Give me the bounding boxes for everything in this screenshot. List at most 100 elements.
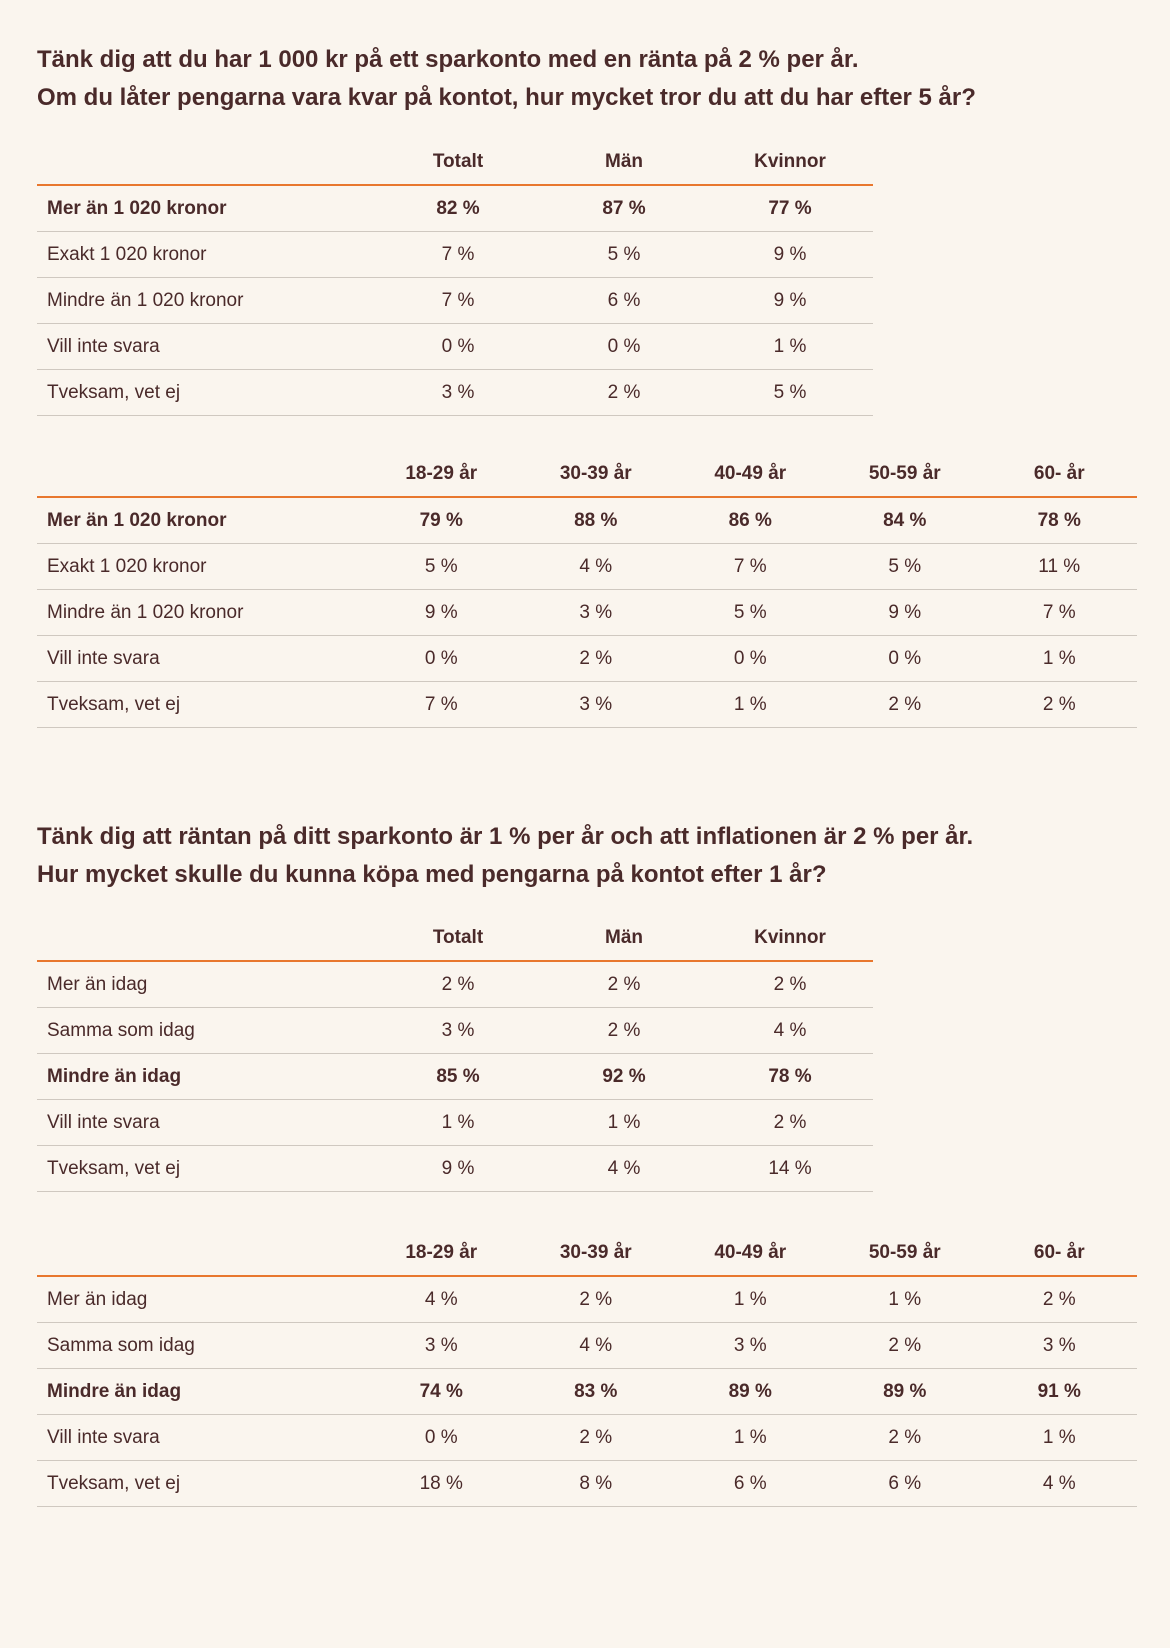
cell-value: 9 % [707,277,873,324]
column-header: 60- år [982,1231,1137,1277]
header-row: 18-29 år 30-39 år 40-49 år 50-59 år 60- år [37,452,1137,498]
cell-value: 1 % [982,1414,1137,1461]
cell-value: 0 % [364,1414,519,1461]
column-header: Totalt [375,916,541,962]
column-header: 30-39 år [518,452,673,498]
cell-value: 74 % [364,1368,519,1415]
table-row: Exakt 1 020 kronor 7 % 5 % 9 % [37,231,873,278]
row-label: Mer än 1 020 kronor [37,497,364,544]
question-1-line-2: Om du låter pengarna vara kvar på kontot… [37,84,976,111]
row-label: Vill inte svara [37,1414,364,1461]
cell-value: 6 % [673,1460,828,1507]
column-header: 50-59 år [827,452,982,498]
cell-value: 89 % [673,1368,828,1415]
cell-value: 11 % [982,543,1137,590]
cell-value: 6 % [827,1460,982,1507]
table-row: Tveksam, vet ej 18 % 8 % 6 % 6 % 4 % [37,1460,1137,1507]
row-label: Samma som idag [37,1007,375,1054]
cell-value: 3 % [518,681,673,728]
cell-value: 5 % [707,369,873,416]
cell-value: 2 % [707,1099,873,1146]
row-label: Mer än idag [37,961,375,1008]
header-row: Totalt Män Kvinnor [37,140,873,186]
cell-value: 2 % [518,1276,673,1323]
cell-value: 85 % [375,1053,541,1100]
cell-value: 4 % [707,1007,873,1054]
cell-value: 7 % [673,543,828,590]
cell-value: 79 % [364,497,519,544]
row-label: Mer än 1 020 kronor [37,185,375,232]
cell-value: 78 % [982,497,1137,544]
cell-value: 1 % [375,1099,541,1146]
row-label: Mindre än 1 020 kronor [37,589,364,636]
table-row: Mer än idag 4 % 2 % 1 % 1 % 2 % [37,1276,1137,1323]
row-label: Mindre än idag [37,1368,364,1415]
cell-value: 5 % [364,543,519,590]
cell-value: 6 % [541,277,707,324]
cell-value: 1 % [707,323,873,370]
cell-value: 0 % [541,323,707,370]
q2-gender-table: Totalt Män Kvinnor Mer än idag 2 % 2 % 2 % Samm… [37,916,873,1192]
cell-value: 3 % [518,589,673,636]
cell-value: 9 % [827,589,982,636]
cell-value: 87 % [541,185,707,232]
cell-value: 2 % [982,681,1137,728]
cell-value: 9 % [364,589,519,636]
row-label: Tveksam, vet ej [37,1145,375,1192]
table-row: Mer än idag 2 % 2 % 2 % [37,961,873,1008]
row-label: Samma som idag [37,1322,364,1369]
cell-value: 0 % [827,635,982,682]
cell-value: 8 % [518,1460,673,1507]
cell-value: 4 % [541,1145,707,1192]
question-2-line-2: Hur mycket skulle du kunna köpa med peng… [37,861,827,888]
question-2-line-1: Tänk dig att räntan på ditt sparkonto är… [37,823,974,850]
cell-value: 3 % [375,369,541,416]
cell-value: 1 % [827,1276,982,1323]
table-row: Vill inte svara 1 % 1 % 2 % [37,1099,873,1146]
corner-cell [37,916,375,962]
cell-value: 9 % [707,231,873,278]
question-2-title: Tänk dig att räntan på ditt sparkonto är… [37,818,973,894]
cell-value: 14 % [707,1145,873,1192]
cell-value: 1 % [673,681,828,728]
row-label: Tveksam, vet ej [37,1460,364,1507]
table-row: Vill inte svara 0 % 2 % 1 % 2 % 1 % [37,1414,1137,1461]
cell-value: 7 % [375,277,541,324]
cell-value: 89 % [827,1368,982,1415]
row-label: Exakt 1 020 kronor [37,543,364,590]
cell-value: 9 % [375,1145,541,1192]
cell-value: 2 % [827,1322,982,1369]
row-label: Tveksam, vet ej [37,681,364,728]
cell-value: 84 % [827,497,982,544]
question-1-title: Tänk dig att du har 1 000 kr på ett spar… [37,41,976,117]
cell-value: 2 % [707,961,873,1008]
cell-value: 4 % [518,543,673,590]
cell-value: 1 % [673,1414,828,1461]
table-row: Vill inte svara 0 % 2 % 0 % 0 % 1 % [37,635,1137,682]
table-row: Tveksam, vet ej 3 % 2 % 5 % [37,369,873,416]
cell-value: 92 % [541,1053,707,1100]
cell-value: 3 % [982,1322,1137,1369]
column-header: Män [541,916,707,962]
cell-value: 2 % [541,369,707,416]
table-row: Mer än 1 020 kronor 82 % 87 % 77 % [37,185,873,232]
table-row: Samma som idag 3 % 2 % 4 % [37,1007,873,1054]
cell-value: 4 % [518,1322,673,1369]
cell-value: 86 % [673,497,828,544]
column-header: Totalt [375,140,541,186]
cell-value: 5 % [541,231,707,278]
row-label: Vill inte svara [37,1099,375,1146]
cell-value: 2 % [518,635,673,682]
q2-age-table: 18-29 år 30-39 år 40-49 år 50-59 år 60- år Me… [37,1231,1137,1507]
cell-value: 2 % [827,681,982,728]
cell-value: 2 % [982,1276,1137,1323]
row-label: Vill inte svara [37,635,364,682]
cell-value: 83 % [518,1368,673,1415]
cell-value: 88 % [518,497,673,544]
cell-value: 3 % [364,1322,519,1369]
cell-value: 2 % [541,961,707,1008]
cell-value: 0 % [673,635,828,682]
column-header: 60- år [982,452,1137,498]
column-header: 30-39 år [518,1231,673,1277]
cell-value: 2 % [541,1007,707,1054]
